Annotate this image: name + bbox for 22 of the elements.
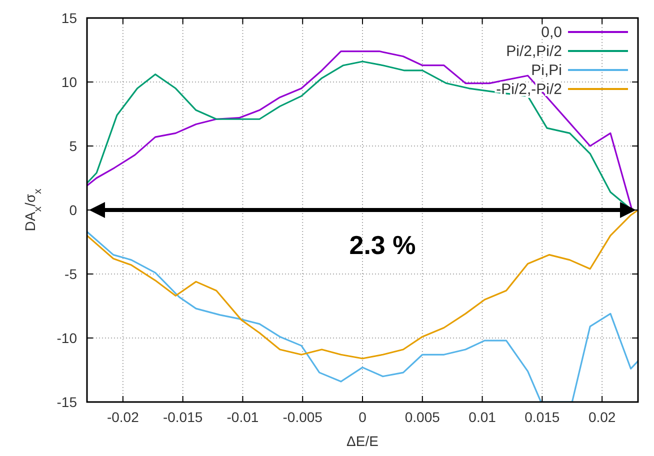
x-tick-label: -0.01 bbox=[226, 409, 259, 425]
y-tick-label: -5 bbox=[64, 266, 78, 282]
x-tick-label: 0.02 bbox=[588, 409, 616, 425]
x-tick-label: 0.01 bbox=[468, 409, 496, 425]
line-series bbox=[87, 230, 638, 402]
y-tick-label: 15 bbox=[61, 10, 78, 26]
x-axis-title: ΔE/E bbox=[346, 433, 378, 449]
y-tick-label: 10 bbox=[61, 74, 78, 90]
y-tick-label: 0 bbox=[69, 202, 78, 218]
x-tick-label: -0.02 bbox=[106, 409, 140, 425]
legend-label: Pi/2,Pi/2 bbox=[506, 43, 562, 60]
x-tick-label: 0.015 bbox=[524, 409, 560, 425]
x-tick-label: 0 bbox=[358, 409, 367, 425]
x-tick-label: 0.005 bbox=[404, 409, 440, 425]
x-tick-label: -0.015 bbox=[162, 409, 203, 425]
y-tick-label: -10 bbox=[56, 330, 78, 346]
x-tick-label: -0.005 bbox=[282, 409, 323, 425]
annotation: 2.3 % bbox=[349, 230, 416, 260]
legend-label: 0,0 bbox=[541, 24, 562, 41]
y-tick-label: 5 bbox=[69, 138, 78, 154]
y-tick-label: -15 bbox=[56, 394, 78, 410]
legend-label: Pi,Pi bbox=[531, 62, 562, 79]
